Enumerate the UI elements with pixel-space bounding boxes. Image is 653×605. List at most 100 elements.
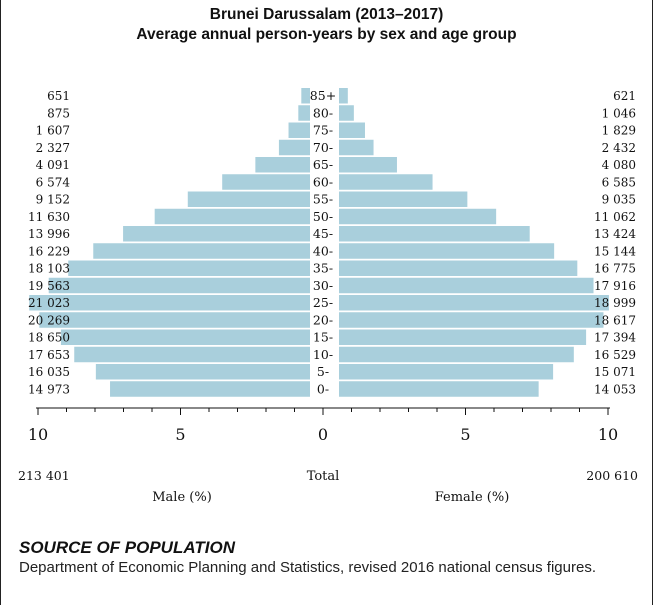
female-count-label: 16 529 bbox=[594, 348, 636, 362]
chart-subtitle: Average annual person-years by sex and a… bbox=[136, 26, 517, 43]
male-total: 213 401 bbox=[18, 468, 70, 483]
bar-male-3 bbox=[278, 139, 310, 156]
labels-group: 651 85+ 621 875 80- 1 046 1 607 75- 1 829 2 327 70… bbox=[28, 88, 636, 396]
female-count-label: 621 bbox=[613, 89, 636, 103]
bar-female-17 bbox=[339, 381, 539, 397]
female-count-label: 13 424 bbox=[594, 227, 636, 241]
age-group-label: 70- bbox=[313, 140, 333, 155]
source-title: SOURCE OF POPULATION bbox=[19, 538, 235, 557]
female-count-label: 15 144 bbox=[594, 244, 636, 258]
bar-female-13 bbox=[339, 312, 604, 328]
bar-female-7 bbox=[339, 208, 497, 225]
age-group-label: 65- bbox=[313, 157, 333, 172]
female-count-label: 18 999 bbox=[594, 296, 636, 310]
female-axis-label: Female (%) bbox=[435, 490, 510, 505]
female-count-label: 14 053 bbox=[594, 382, 636, 396]
male-count-label: 875 bbox=[47, 106, 70, 120]
bar-male-15 bbox=[74, 346, 310, 363]
age-group-label: 30- bbox=[313, 278, 333, 293]
x-tick-label: 10 bbox=[28, 425, 48, 444]
female-count-label: 11 062 bbox=[594, 210, 636, 224]
female-count-label: 9 035 bbox=[602, 193, 636, 207]
female-count-label: 17 394 bbox=[594, 331, 636, 345]
male-count-label: 16 229 bbox=[28, 244, 70, 258]
male-count-label: 9 152 bbox=[36, 193, 70, 207]
female-count-label: 18 617 bbox=[594, 313, 636, 327]
chart-title: Brunei Darussalam (2013–2017) bbox=[209, 6, 444, 23]
age-group-label: 85+ bbox=[310, 88, 336, 103]
bar-female-15 bbox=[339, 346, 574, 363]
female-count-label: 17 916 bbox=[594, 279, 636, 293]
bars-group bbox=[29, 88, 609, 397]
male-count-label: 651 bbox=[47, 89, 70, 103]
bar-female-11 bbox=[339, 277, 594, 294]
bar-female-0 bbox=[339, 88, 348, 104]
age-group-label: 60- bbox=[313, 174, 333, 189]
x-tick-label: 10 bbox=[598, 425, 618, 444]
bar-female-4 bbox=[339, 157, 397, 173]
male-count-label: 20 269 bbox=[28, 313, 70, 327]
x-tick-label: 5 bbox=[460, 425, 470, 444]
bar-male-6 bbox=[187, 191, 310, 207]
bar-female-1 bbox=[339, 105, 354, 121]
bar-male-7 bbox=[154, 208, 310, 225]
bar-female-3 bbox=[339, 139, 374, 156]
bar-male-2 bbox=[288, 122, 310, 138]
bar-female-9 bbox=[339, 243, 555, 259]
male-count-label: 2 327 bbox=[36, 141, 70, 155]
male-count-label: 1 607 bbox=[36, 124, 70, 138]
bar-male-13 bbox=[39, 312, 310, 328]
bar-male-4 bbox=[255, 157, 310, 173]
age-group-label: 55- bbox=[313, 192, 333, 207]
age-group-label: 75- bbox=[313, 123, 333, 138]
x-tick-label: 0 bbox=[318, 425, 328, 444]
age-group-label: 10- bbox=[313, 347, 333, 362]
male-count-label: 14 973 bbox=[28, 382, 70, 396]
male-count-label: 19 563 bbox=[28, 279, 70, 293]
age-group-label: 5- bbox=[317, 364, 329, 379]
x-ticks-group: 10 5 0 5 10 bbox=[28, 408, 618, 444]
age-group-label: 80- bbox=[313, 105, 333, 120]
bar-female-8 bbox=[339, 226, 530, 242]
female-count-label: 1 829 bbox=[602, 124, 636, 138]
bar-male-14 bbox=[60, 329, 310, 345]
bar-male-11 bbox=[48, 277, 310, 294]
male-count-label: 11 630 bbox=[28, 210, 70, 224]
bar-female-12 bbox=[339, 295, 609, 311]
age-group-label: 20- bbox=[313, 312, 333, 327]
bar-female-2 bbox=[339, 122, 365, 138]
bar-male-12 bbox=[29, 295, 310, 311]
bar-male-0 bbox=[301, 88, 310, 104]
female-count-label: 2 432 bbox=[602, 141, 636, 155]
age-group-label: 25- bbox=[313, 295, 333, 310]
age-group-label: 50- bbox=[313, 209, 333, 224]
male-count-label: 21 023 bbox=[28, 296, 70, 310]
population-pyramid: 651 85+ 621 875 80- 1 046 1 607 75- 1 829 2 327 70… bbox=[18, 88, 638, 505]
age-group-label: 15- bbox=[313, 330, 333, 345]
bar-male-1 bbox=[298, 105, 310, 121]
age-group-label: 40- bbox=[313, 243, 333, 258]
bar-male-17 bbox=[110, 381, 310, 397]
x-tick-label: 5 bbox=[175, 425, 185, 444]
total-label: Total bbox=[307, 469, 340, 484]
age-group-label: 35- bbox=[313, 261, 333, 276]
female-count-label: 1 046 bbox=[602, 106, 636, 120]
age-group-label: 0- bbox=[317, 381, 329, 396]
female-count-label: 15 071 bbox=[594, 365, 636, 379]
male-count-label: 18 103 bbox=[28, 262, 70, 276]
female-count-label: 4 080 bbox=[602, 158, 636, 172]
age-group-label: 45- bbox=[313, 226, 333, 241]
male-axis-label: Male (%) bbox=[152, 490, 212, 505]
male-count-label: 6 574 bbox=[36, 175, 71, 189]
female-count-label: 16 775 bbox=[594, 262, 636, 276]
bar-female-16 bbox=[339, 364, 554, 380]
bar-female-10 bbox=[339, 260, 578, 276]
female-total: 200 610 bbox=[586, 468, 638, 483]
female-count-label: 6 585 bbox=[602, 175, 636, 189]
male-count-label: 4 091 bbox=[36, 158, 70, 172]
bar-female-6 bbox=[339, 191, 468, 207]
bar-male-16 bbox=[95, 364, 311, 380]
male-count-label: 16 035 bbox=[28, 365, 70, 379]
bar-male-5 bbox=[222, 174, 310, 190]
male-count-label: 18 650 bbox=[28, 331, 70, 345]
